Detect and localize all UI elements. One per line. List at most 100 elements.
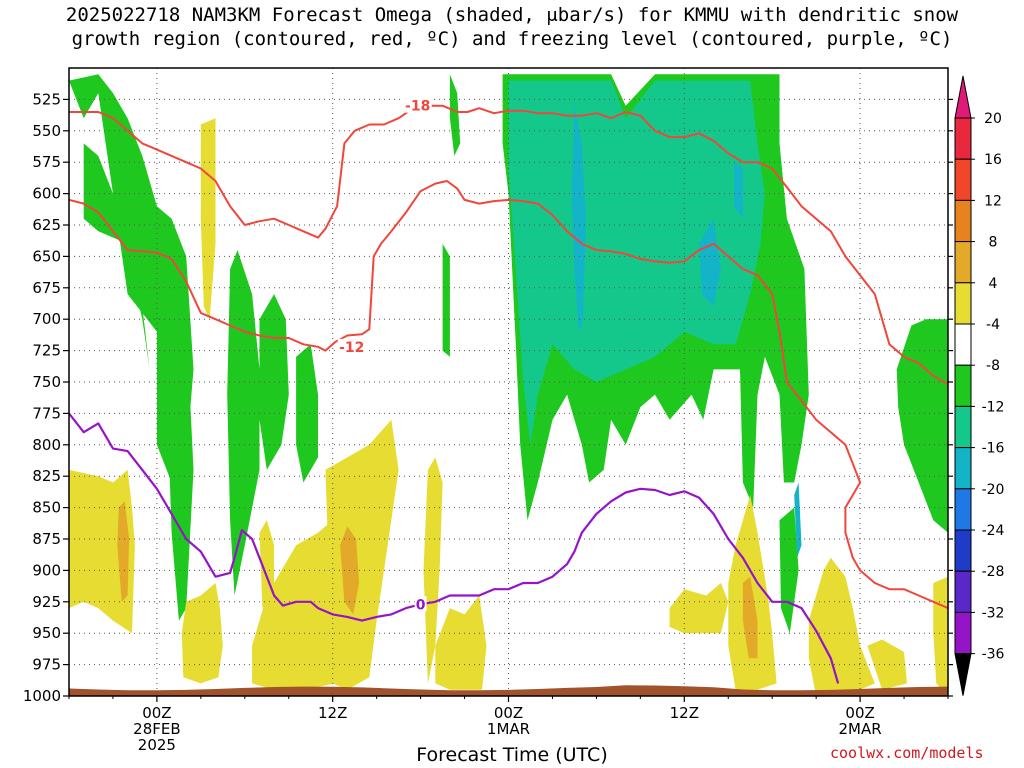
y-tick-label: 1000 [23, 687, 61, 705]
omega-region-6 [449, 74, 461, 156]
omega-region-5 [296, 344, 318, 483]
colorbar-segment [954, 488, 972, 531]
omega-region-2 [164, 256, 194, 621]
dgz-contour-1-label: -12 [339, 340, 364, 356]
omega-region-0 [69, 74, 194, 546]
colorbar-segment [954, 323, 972, 366]
y-tick-label: 775 [32, 404, 61, 422]
x-tick-label: 12Z [318, 704, 347, 722]
temperature-contours: -18 -12 0 [69, 97, 948, 684]
colorbar-label: -32 [982, 605, 1005, 621]
y-tick-label: 975 [32, 656, 61, 674]
omega-region-3 [227, 250, 260, 596]
omega-region-22 [423, 457, 443, 684]
colorbar-bottom-arrow [954, 653, 972, 696]
freezing-level-contour [69, 412, 840, 684]
omega-region-17 [69, 469, 135, 634]
omega-region-23 [435, 595, 487, 690]
y-tick-label: 700 [32, 310, 61, 328]
x-tick-label: 00Z [142, 704, 171, 722]
colorbar-segment [954, 158, 972, 201]
x-tick-label: 00Z [845, 704, 874, 722]
x-axis-label: Forecast Time (UTC) [416, 744, 608, 766]
colorbar-label: 16 [984, 152, 1002, 168]
omega-region-10 [571, 105, 587, 332]
omega-region-31 [742, 576, 758, 659]
colorbar-label: 12 [984, 193, 1002, 209]
colorbar-label: 8 [989, 235, 998, 251]
omega-region-11 [699, 218, 721, 307]
x-tick-label: 1MAR [487, 720, 530, 738]
omega-region-16 [200, 118, 216, 320]
colorbar-label: -28 [982, 564, 1005, 580]
colorbar-segment [954, 529, 972, 572]
colorbar-label: -20 [982, 482, 1005, 498]
omega-region-21 [325, 419, 399, 690]
x-tick-label: 28FEB [133, 720, 180, 738]
x-tick-label: 00Z [494, 704, 523, 722]
omega-region-28 [933, 576, 948, 696]
omega-region-1 [83, 143, 150, 370]
y-tick-label: 525 [32, 90, 61, 108]
colorbar-top-arrow [954, 75, 972, 119]
omega-region-7 [442, 243, 450, 357]
colorbar-segment [954, 117, 972, 160]
dgz-contour-0-label: -18 [405, 99, 430, 115]
colorbar-label: -24 [982, 523, 1005, 539]
y-tick-label: 625 [32, 216, 61, 234]
colorbar-segment [954, 282, 972, 325]
x-tick-label: 2MAR [839, 720, 882, 738]
colorbar-label: 20 [984, 111, 1002, 127]
y-tick-label: 925 [32, 593, 61, 611]
chart-title-line-2: growth region (contoured, red, ºC) and f… [71, 28, 953, 50]
colorbar-label: -8 [986, 358, 1000, 374]
omega-region-29 [117, 501, 130, 602]
y-tick-label: 850 [32, 499, 61, 517]
x-tick-label: 12Z [670, 704, 699, 722]
omega-region-24 [669, 583, 729, 634]
colorbar-segment [954, 405, 972, 449]
y-tick-label: 725 [32, 342, 61, 360]
credit-link[interactable]: coolwx.com/models [830, 744, 984, 762]
ground-surface [69, 685, 948, 696]
colorbar-segment [954, 199, 972, 243]
omega-region-20 [252, 520, 338, 690]
x-tick-label: 2025 [138, 736, 176, 754]
dgz-contour-0 [69, 104, 948, 386]
omega-region-18 [181, 583, 223, 684]
y-tick-label: 600 [32, 185, 61, 203]
colorbar-segment [954, 611, 972, 655]
y-tick-label: 750 [32, 373, 61, 391]
y-axis: 525 550 575 600 625 650 675 700 725 750 775 800 825 8… [23, 90, 953, 705]
y-tick-label: 900 [32, 561, 61, 579]
chart-title-line-1: 2025022718 NAM3KM Forecast Omega (shaded… [65, 4, 959, 26]
ground-layer [69, 685, 948, 696]
omega-region-27 [867, 639, 907, 690]
colorbar-segment [954, 447, 972, 490]
colorbar-segment [954, 570, 972, 613]
freezing-level-contour-label: 0 [416, 597, 426, 613]
omega-region-26 [808, 557, 875, 696]
colorbar-segment [954, 364, 972, 407]
y-tick-label: 950 [32, 624, 61, 642]
colorbar-label: -16 [982, 441, 1005, 457]
omega-region-15 [896, 319, 948, 533]
colorbar-label: 4 [989, 276, 998, 292]
freezing-level-contour-label-bg [414, 596, 427, 612]
y-tick-label: 650 [32, 247, 61, 265]
y-tick-label: 675 [32, 279, 61, 297]
y-tick-label: 550 [32, 122, 61, 140]
dgz-contour-1 [69, 180, 948, 610]
dgz-contour-0-label-bg [403, 97, 432, 113]
colorbar-label: -4 [986, 317, 1000, 333]
dgz-contour-1-label-bg [337, 338, 366, 354]
omega-region-12 [734, 162, 743, 219]
colorbar: 20 16 12 8 4 -4 -8 -12 -16 -20 -24 -28 -32 -36 [954, 75, 1005, 696]
y-tick-label: 800 [32, 436, 61, 454]
colorbar-segment [954, 241, 972, 284]
colorbar-label: -36 [982, 647, 1005, 663]
y-tick-label: 825 [32, 467, 61, 485]
colorbar-label: -12 [982, 399, 1005, 415]
